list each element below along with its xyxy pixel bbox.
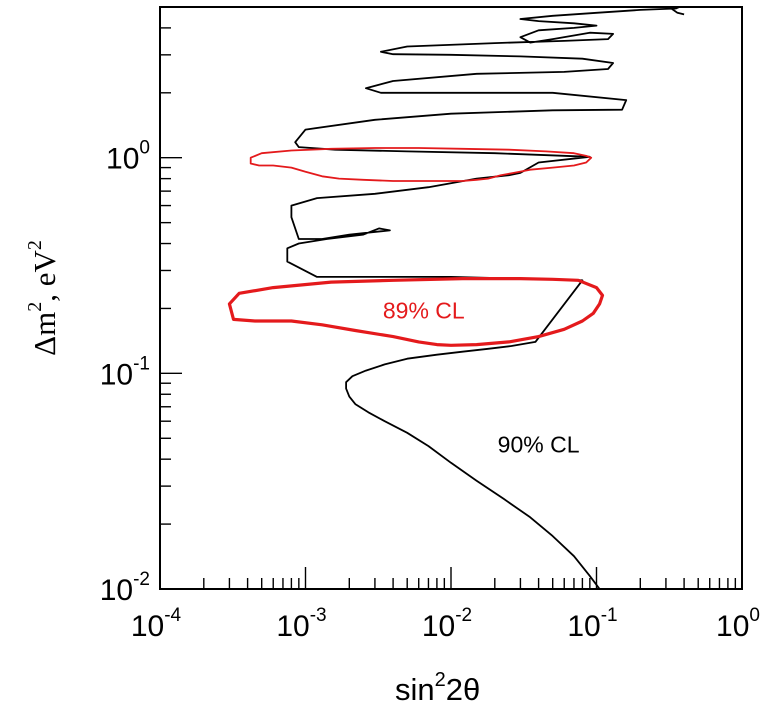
x-axis: 10-4 10-3 10-2 10-1 100 [131,567,760,643]
y-tick-label: 100 [106,138,150,176]
x-tick-label: 10-1 [567,605,617,643]
series-line-2 [249,147,593,182]
y-tick-label: 10-2 [100,569,150,607]
x-tick-label: 10-4 [131,605,182,643]
y-axis-label: Δm2, eV2 [24,240,62,356]
x-tick-label: 10-3 [276,605,326,643]
series-line-1 [286,6,685,590]
annotation-label: 90% CL [498,431,580,457]
annotations: 90% CL 89% CL [383,297,580,457]
x-tick-label: 100 [716,605,760,643]
series-line-3 [227,277,605,347]
annotation-label: 89% CL [383,297,465,323]
x-tick-label: 10-2 [422,605,472,643]
y-tick-label: 10-1 [100,353,150,391]
x-axis-label: sin22θ [395,669,480,707]
plot-area [227,6,685,590]
y-axis: 10-2 10-1 100 [100,6,182,607]
